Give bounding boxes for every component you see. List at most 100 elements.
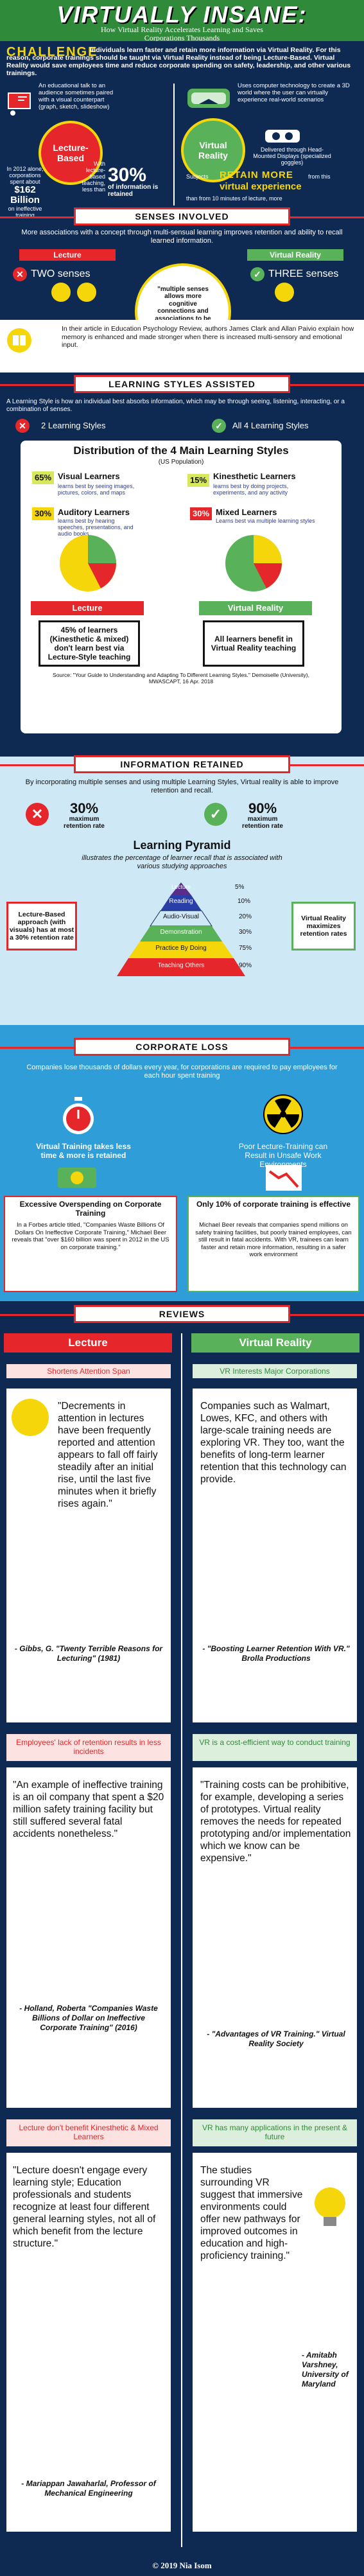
senses-lecture-pill: Lecture [19,249,116,261]
section-title-senses: SENSES INVOLVED [74,207,290,225]
lecture-stat2: With lecture-based teaching, less than 3… [77,161,180,199]
vr-stat-big: RETAIN MORE [220,170,293,180]
vr-stat-pre: Subjects [186,173,209,180]
vr-result: All learners benefit in Virtual Reality … [211,635,297,653]
stopwatch-icon [60,1097,96,1135]
visual-desc: learns best by seeing images, pictures, … [58,483,135,496]
review-cite: - Gibbs, G. "Twenty Terrible Reasons for… [14,1644,163,1663]
corporate-left-head: Virtual Training takes less time & more … [36,1142,131,1160]
senses-x-icon: ✕ [13,267,27,281]
pyramid-level: Practice By Doing [155,945,207,952]
money-icon [56,1164,98,1192]
lec-pct: 30% [69,800,99,816]
section-title-corporate: CORPORATE LOSS [74,1038,290,1056]
review-tag: Employees' lack of retention results in … [6,1734,171,1761]
review-text: Companies such as Walmart, Lowes, KFC, a… [200,1401,347,1485]
learning-pyramid [110,882,252,977]
review-text: "Decrements in attention in lectures hav… [58,1401,158,1509]
visual-name: Visual Learners [58,471,120,481]
eye-icon [77,283,96,302]
lecture-circle: Lecture-Based [39,121,103,185]
sleep-icon [12,1399,49,1436]
lecture-result: 45% of learners (Kinesthetic & mixed) do… [48,626,131,662]
senses-quote-panel [0,320,364,372]
lecture-pie [59,534,117,592]
lec-label: maximum retention rate [64,816,105,830]
vr-pct-label: maximum retention rate [242,816,283,830]
stat2-pre: With lecture-based teaching, less than [82,161,105,193]
vr-retention-box: Virtual Reality maximizes retention rate… [291,902,356,951]
pyramid-pct: 10% [238,898,251,905]
section-title-styles: LEARNING STYLES ASSISTED [74,375,290,393]
left-box-title: Excessive Overspending on Corporate Trai… [19,1200,162,1218]
hand-icon [275,283,294,302]
distribution-title: Distribution of the 4 Main Learning Styl… [73,444,289,457]
styles-lecture-pill: Lecture [31,601,144,615]
vr-headset-icon [186,83,231,112]
vr-stat-big2: virtual experience [220,181,302,192]
review-tag: Lecture don't benefit Kinesthetic & Mixe… [6,2119,171,2146]
kin-pct: 15% [187,474,209,487]
styles-intro: A Learning Style is how an individual be… [6,398,345,413]
stat1-post: on ineffective training [8,206,42,218]
senses-vr-pill: Virtual Reality [247,249,343,261]
review-cite: - "Boosting Learner Retention With VR." … [202,1644,350,1663]
vr-device: Delivered through Head-Mounted Displays … [253,146,331,166]
review-text: "Training costs can be prohibitive, for … [200,1780,351,1864]
pyramid-pct: 90% [239,962,252,969]
senses-quote: In their article in Education Psychology… [62,325,354,349]
pyramid-level: Lecture [171,884,191,890]
stat1-amount: $162 Billion [10,184,40,206]
reviews-lecture-pill: Lecture [4,1333,172,1353]
vr-label: Virtual Reality [198,140,228,161]
radiation-icon [263,1094,303,1134]
visual-pct: 65% [32,471,54,484]
review-cite: - "Advantages of VR Training." Virtual R… [207,2029,345,2048]
mix-pct: 30% [190,507,212,520]
pyramid-level: Teaching Others [157,962,205,969]
left-box-text: In a Forbes article titled, "Companies W… [12,1222,169,1251]
styles-vr-pill: Virtual Reality [199,601,312,615]
vr-stat: Subjects RETAIN MORE from this virtual e… [186,168,360,207]
senses-three: THREE senses [268,268,339,279]
reviews-divider [181,1333,182,2547]
mix-name: Mixed Learners [216,507,277,517]
vr-pie [225,534,282,592]
pyramid-pct: 75% [239,945,252,952]
stat2-pct: 30% [108,164,147,186]
kin-name: Kinesthetic Learners [213,471,296,481]
senses-intro: More associations with a concept through… [21,229,343,245]
pyramid-level: Demonstration [160,929,202,936]
styles-x-icon: ✕ [15,419,30,433]
kin-desc: learns best by doing projects, experimen… [213,483,289,496]
lecture-label: Lecture-Based [53,143,89,163]
aud-pct: 30% [32,507,54,520]
lightbulb-icon [311,2184,349,2235]
lecture-result-box: 45% of learners (Kinesthetic & mixed) do… [39,620,140,667]
styles-two: 2 Learning Styles [41,421,106,430]
review-card [193,1767,357,2108]
challenge-label: CHALLENGE [6,45,98,59]
page-subtitle: How Virtual Reality Accelerates Learning… [101,25,263,42]
distribution-sub: (US Population) [158,459,204,466]
review-card [6,1767,171,2108]
right-box-title: Only 10% of corporate training is effect… [196,1200,351,1209]
lecture-retention-text: Lecture-Based approach (with visuals) ha… [9,911,74,942]
review-cite: - Mariappan Jawaharlal, Professor of Mec… [21,2479,156,2498]
review-tag: VR Interests Major Corporations [193,1364,357,1378]
right-box-text: Michael Beer reveals that companies spen… [195,1222,352,1258]
book-icon [6,328,32,353]
senses-check-icon: ✓ [250,267,264,281]
header: VIRTUALLY INSANE: How Virtual Reality Ac… [0,0,364,42]
review-card [6,1389,171,1722]
reviews-vr-pill: Virtual Reality [191,1333,360,1353]
corporate-right-box: Only 10% of corporate training is effect… [187,1196,360,1292]
corporate-left-box: Excessive Overspending on Corporate Trai… [4,1196,177,1292]
vr-pct: 90% [248,800,277,816]
review-text: The studies surrounding VR suggest that … [200,2165,303,2261]
review-card [193,1389,357,1722]
pyramid-pct: 30% [239,929,252,936]
stat2-post: of information is retained [108,184,159,198]
senses-two: TWO senses [31,268,91,279]
review-cite: - Holland, Roberta "Companies Waste Bill… [19,2004,158,2032]
